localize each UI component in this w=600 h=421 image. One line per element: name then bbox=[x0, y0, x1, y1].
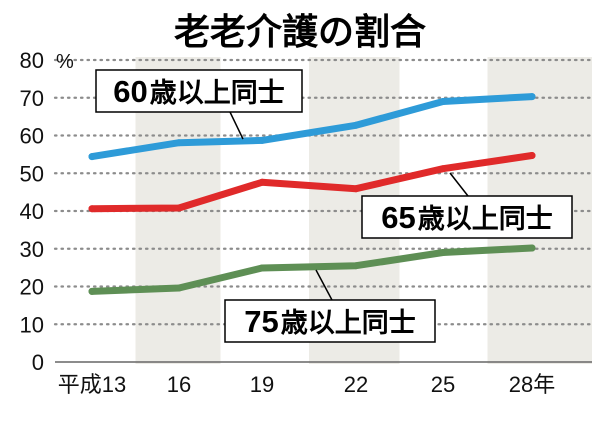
data-point bbox=[352, 121, 360, 129]
leader-line bbox=[315, 269, 333, 301]
label-box bbox=[224, 299, 436, 343]
series-lines bbox=[88, 93, 536, 295]
label-box bbox=[95, 69, 303, 113]
series-label-75: 75歳以上同士 bbox=[224, 269, 436, 343]
x-tick-labels: 平成13 16 19 22 25 28年 bbox=[58, 372, 555, 397]
x-tick-label: 平成13 bbox=[58, 372, 126, 397]
y-unit-label: % bbox=[56, 51, 74, 73]
data-point bbox=[439, 249, 447, 256]
data-point bbox=[258, 136, 266, 144]
x-tick-label: 16 bbox=[167, 372, 191, 397]
y-tick-label: 80 bbox=[20, 48, 44, 73]
data-point bbox=[175, 204, 183, 212]
data-point bbox=[528, 244, 536, 252]
y-tick-label: 60 bbox=[20, 124, 44, 149]
data-point bbox=[528, 93, 536, 101]
x-tick-label: 25 bbox=[431, 372, 455, 397]
y-tick-label: 70 bbox=[20, 86, 44, 111]
leader-line bbox=[229, 111, 244, 140]
x-tick-label: 19 bbox=[250, 372, 274, 397]
series-line-65 bbox=[88, 152, 536, 213]
data-point bbox=[439, 98, 447, 105]
y-tick-label: 20 bbox=[20, 275, 44, 300]
data-point bbox=[258, 178, 266, 186]
series-label-65: 65歳以上同士 bbox=[361, 172, 573, 239]
y-tick-label: 30 bbox=[20, 237, 44, 262]
x-tick-label: 22 bbox=[344, 372, 368, 397]
series-name-number: 65 bbox=[381, 200, 415, 235]
data-point bbox=[88, 153, 96, 161]
leader-line bbox=[449, 172, 469, 197]
series-name-number: 75 bbox=[244, 304, 278, 339]
data-point bbox=[88, 205, 96, 213]
series-line-75 bbox=[88, 244, 536, 295]
label-box bbox=[361, 195, 573, 239]
y-tick-label: 0 bbox=[32, 350, 44, 375]
series-name-rest: 歳以上同士 bbox=[281, 308, 416, 339]
y-tick-label: 40 bbox=[20, 199, 44, 224]
data-point bbox=[88, 287, 96, 295]
y-tick-labels: 0 10 20 30 40 50 60 70 80 bbox=[20, 48, 44, 375]
series-name-rest: 歳以上同士 bbox=[418, 204, 553, 235]
series-line-60 bbox=[88, 93, 536, 161]
series-name: 60歳以上同士 bbox=[113, 74, 284, 109]
series-name: 65歳以上同士 bbox=[381, 200, 552, 235]
series-name-number: 60 bbox=[113, 74, 147, 109]
data-point bbox=[258, 264, 266, 272]
data-point bbox=[439, 165, 447, 173]
data-point bbox=[352, 262, 360, 270]
data-point bbox=[175, 284, 183, 292]
series-label-60: 60歳以上同士 bbox=[95, 69, 303, 140]
data-point bbox=[352, 185, 360, 193]
y-tick-label: 10 bbox=[20, 312, 44, 337]
series-name: 75歳以上同士 bbox=[244, 304, 415, 339]
data-point bbox=[175, 139, 183, 147]
y-tick-label: 50 bbox=[20, 161, 44, 186]
chart-title: 老老介護の割合 bbox=[174, 12, 426, 53]
data-point bbox=[528, 152, 536, 159]
x-tick-label: 28年 bbox=[509, 372, 555, 397]
series-name-rest: 歳以上同士 bbox=[150, 78, 285, 109]
